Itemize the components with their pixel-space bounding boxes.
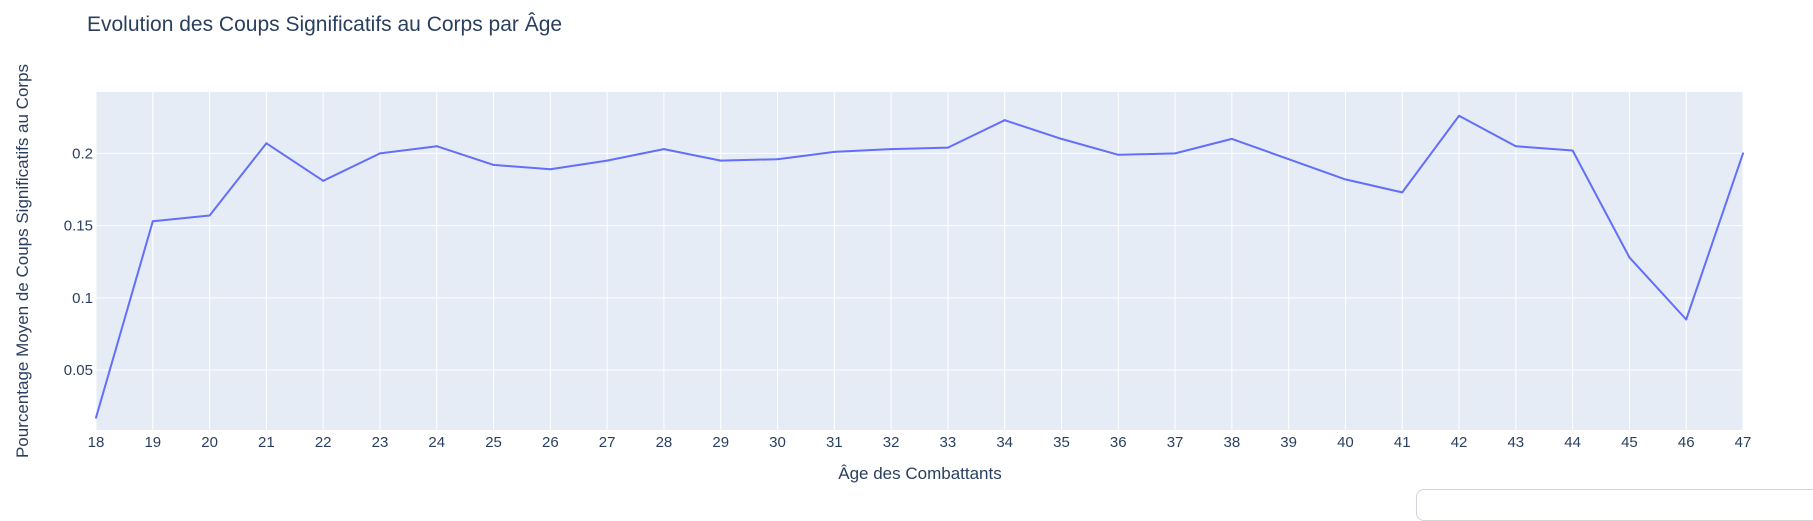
data-point (549, 168, 552, 171)
data-point (1628, 256, 1631, 259)
data-point (1287, 158, 1290, 161)
x-tick-label: 37 (1167, 434, 1184, 451)
x-tick-label: 28 (656, 434, 673, 451)
data-point (492, 163, 495, 166)
x-tick-label: 38 (1224, 434, 1241, 451)
x-tick-label: 26 (542, 434, 559, 451)
corner-panel[interactable] (1416, 489, 1813, 521)
x-tick-label: 46 (1678, 434, 1695, 451)
x-tick-label: 36 (1110, 434, 1127, 451)
x-tick-label: 30 (769, 434, 786, 451)
x-tick-label: 24 (428, 434, 445, 451)
data-point (1685, 318, 1688, 321)
x-tick-label: 27 (599, 434, 616, 451)
x-tick-label: 19 (144, 434, 161, 451)
x-tick-label: 21 (258, 434, 275, 451)
x-tick-label: 44 (1564, 434, 1581, 451)
series-layer (95, 114, 1744, 419)
vertical-gridlines (95, 92, 1744, 430)
x-tick-label: 45 (1621, 434, 1638, 451)
data-point (378, 152, 381, 155)
x-tick-label: 32 (883, 434, 900, 451)
x-tick-label: 41 (1394, 434, 1411, 451)
x-tick-label: 29 (712, 434, 729, 451)
x-tick-label: 23 (372, 434, 389, 451)
x-tick-label: 47 (1735, 434, 1752, 451)
x-tick-label: 22 (315, 434, 332, 451)
plot-area (96, 92, 1743, 430)
x-tick-label: 33 (940, 434, 957, 451)
data-point (606, 159, 609, 162)
data-point (833, 150, 836, 153)
y-tick-labels: 0.05 0.1 0.15 0.2 (64, 145, 93, 379)
data-point (1230, 137, 1233, 140)
y-tick-label: 0.15 (64, 218, 93, 235)
data-point (95, 416, 97, 419)
data-point (1003, 119, 1006, 122)
x-axis-title: Âge des Combattants (838, 464, 1001, 483)
y-tick-label: 0.2 (72, 145, 93, 162)
data-point (946, 146, 949, 149)
data-point (151, 220, 154, 223)
data-point (890, 148, 893, 151)
chart-title: Evolution des Coups Significatifs au Cor… (87, 13, 562, 36)
x-tick-labels: 18 19 20 21 22 23 24 25 26 27 28 29 30 31 32 33 34 35 36 37… (88, 434, 1752, 451)
data-point (1458, 114, 1461, 117)
y-tick-label: 0.1 (72, 290, 93, 307)
x-tick-label: 42 (1451, 434, 1468, 451)
x-tick-label: 18 (88, 434, 105, 451)
x-tick-label: 20 (201, 434, 218, 451)
x-tick-label: 39 (1280, 434, 1297, 451)
data-point (435, 145, 438, 148)
data-point (1742, 152, 1744, 155)
data-point (1174, 152, 1177, 155)
x-tick-label: 35 (1053, 434, 1070, 451)
data-point (1060, 137, 1063, 140)
data-point (265, 142, 268, 145)
x-tick-label: 40 (1337, 434, 1354, 451)
data-point (776, 158, 779, 161)
data-point (1344, 178, 1347, 181)
horizontal-gridlines (96, 152, 1743, 371)
line-chart: Evolution des Coups Significatifs au Cor… (13, 13, 1752, 483)
y-axis-title: Pourcentage Moyen de Coups Significatifs… (13, 64, 32, 458)
series-line (95, 114, 1744, 418)
data-point (1571, 149, 1574, 152)
x-tick-label: 31 (826, 434, 843, 451)
data-point (662, 148, 665, 151)
data-point (208, 214, 211, 217)
x-tick-label: 25 (485, 434, 502, 451)
data-point (1514, 145, 1517, 148)
data-point (322, 179, 325, 182)
data-point (1401, 191, 1404, 194)
x-tick-label: 34 (996, 434, 1013, 451)
x-tick-label: 43 (1507, 434, 1524, 451)
data-point (1117, 153, 1120, 156)
y-tick-label: 0.05 (64, 362, 93, 379)
data-point (719, 159, 722, 162)
